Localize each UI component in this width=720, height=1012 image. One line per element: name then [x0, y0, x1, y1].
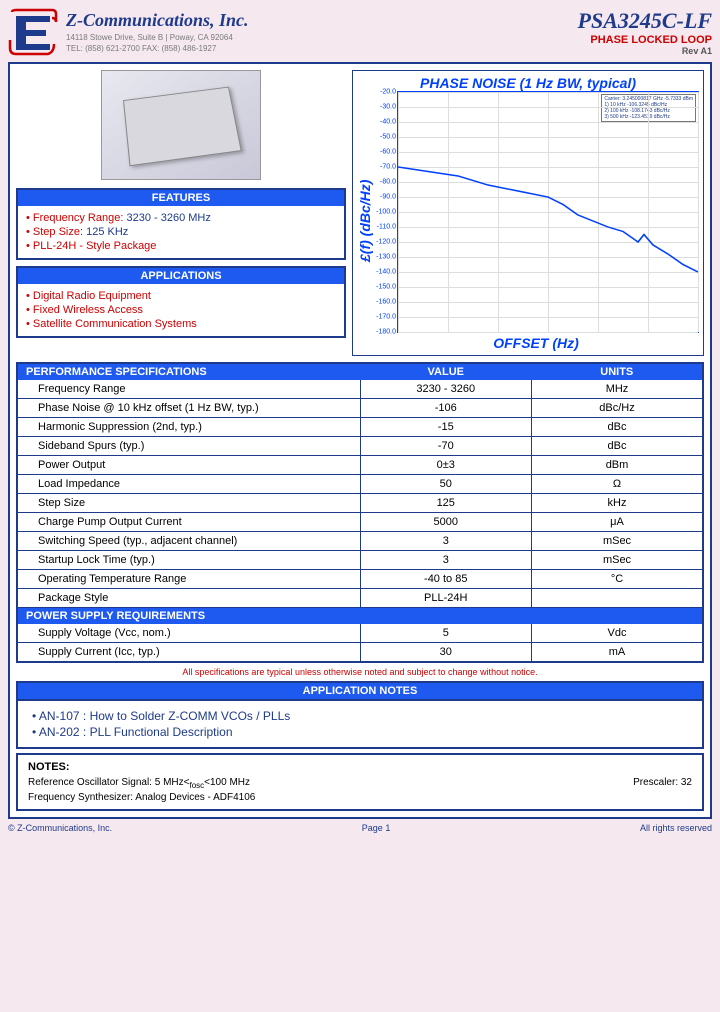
spec-table: PERFORMANCE SPECIFICATIONS VALUE UNITS F…	[16, 362, 704, 663]
application-item: • Satellite Communication Systems	[26, 318, 336, 330]
application-item: • Fixed Wireless Access	[26, 304, 336, 316]
footer: © Z-Communications, Inc. Page 1 All righ…	[8, 823, 712, 833]
copyright: © Z-Communications, Inc.	[8, 823, 112, 833]
spec-row: Power Output0±3dBm	[17, 456, 703, 475]
company-contact: TEL: (858) 621-2700 FAX: (858) 486-1927	[66, 44, 249, 53]
feature-item: • Frequency Range: 3230 - 3260 MHz	[26, 212, 336, 224]
spec-header-param: PERFORMANCE SPECIFICATIONS	[17, 363, 360, 380]
product-type: PHASE LOCKED LOOP	[578, 34, 712, 46]
rights: All rights reserved	[640, 823, 712, 833]
spec-row: Frequency Range3230 - 3260MHz	[17, 380, 703, 399]
app-note-item: • AN-107 : How to Solder Z-COMM VCOs / P…	[32, 709, 688, 723]
power-header-row: POWER SUPPLY REQUIREMENTS	[17, 608, 703, 625]
app-note-item: • AN-202 : PLL Functional Description	[32, 725, 688, 739]
feature-item: • PLL-24H - Style Package	[26, 240, 336, 252]
spec-row: Package StylePLL-24H	[17, 589, 703, 608]
header: Z-Communications, Inc. 14118 Stowe Drive…	[8, 8, 712, 58]
applications-list: • Digital Radio Equipment • Fixed Wireles…	[18, 284, 344, 336]
chart-title: PHASE NOISE (1 Hz BW, typical)	[357, 75, 699, 91]
synth-note: Frequency Synthesizer: Analog Devices - …	[28, 792, 692, 803]
company-name: Z-Communications, Inc.	[66, 10, 249, 31]
power-header: POWER SUPPLY REQUIREMENTS	[17, 608, 703, 625]
chart-plot: Carrier: 3.245000817 GHz -5.7333 dBm1) 1…	[397, 91, 699, 333]
spec-row: Charge Pump Output Current5000μA	[17, 513, 703, 532]
features-title: FEATURES	[18, 190, 344, 206]
page-number: Page 1	[362, 823, 391, 833]
spec-row: Sideband Spurs (typ.)-70dBc	[17, 437, 703, 456]
feature-item: • Step Size: 125 KHz	[26, 226, 336, 238]
phase-noise-chart: PHASE NOISE (1 Hz BW, typical) £(f) (dBc…	[352, 70, 704, 356]
app-notes-title: APPLICATION NOTES	[16, 681, 704, 699]
features-box: FEATURES • Frequency Range: 3230 - 3260 …	[16, 188, 346, 260]
spec-row: Load Impedance50Ω	[17, 475, 703, 494]
notes-box: NOTES: Reference Oscillator Signal: 5 MH…	[16, 753, 704, 811]
power-row: Supply Voltage (Vcc, nom.)5Vdc	[17, 624, 703, 643]
chart-ylabel: £(f) (dBc/Hz)	[357, 91, 373, 351]
spec-note: All specifications are typical unless ot…	[16, 663, 704, 681]
spec-header-value: VALUE	[360, 363, 532, 380]
company-address: 14118 Stowe Drive, Suite B | Poway, CA 9…	[66, 33, 249, 42]
spec-header-units: UNITS	[532, 363, 704, 380]
spec-row: Step Size125kHz	[17, 494, 703, 513]
notes-title: NOTES:	[28, 761, 692, 773]
spec-row: Switching Speed (typ., adjacent channel)…	[17, 532, 703, 551]
ref-osc-note: Reference Oscillator Signal: 5 MHz<fosc<…	[28, 777, 250, 790]
applications-title: APPLICATIONS	[18, 268, 344, 284]
features-list: • Frequency Range: 3230 - 3260 MHz • Step…	[18, 206, 344, 258]
chart-xlabel: OFFSET (Hz)	[373, 335, 699, 351]
spec-header-row: PERFORMANCE SPECIFICATIONS VALUE UNITS	[17, 363, 703, 380]
spec-row: Operating Temperature Range-40 to 85°C	[17, 570, 703, 589]
prescaler-note: Prescaler: 32	[633, 777, 692, 790]
product-image	[101, 70, 261, 180]
app-notes-body: • AN-107 : How to Solder Z-COMM VCOs / P…	[16, 699, 704, 749]
company-logo	[8, 8, 58, 58]
spec-row: Phase Noise @ 10 kHz offset (1 Hz BW, ty…	[17, 399, 703, 418]
spec-row: Harmonic Suppression (2nd, typ.)-15dBc	[17, 418, 703, 437]
part-number: PSA3245C-LF	[578, 8, 712, 34]
applications-box: APPLICATIONS • Digital Radio Equipment• …	[16, 266, 346, 338]
revision: Rev A1	[578, 46, 712, 56]
spec-row: Startup Lock Time (typ.)3mSec	[17, 551, 703, 570]
application-item: • Digital Radio Equipment	[26, 290, 336, 302]
power-row: Supply Current (Icc, typ.)30mA	[17, 643, 703, 663]
